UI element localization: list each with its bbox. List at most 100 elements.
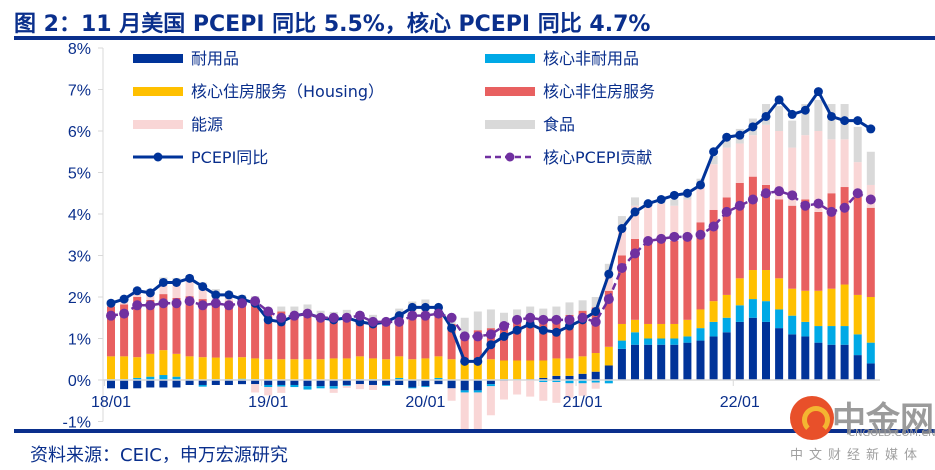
bar-core_nondurables [670,338,679,345]
bar-housing [486,359,495,380]
bar-food [277,306,286,312]
y-tick-label: 0% [68,373,91,390]
bar-core_nondurables [801,321,810,337]
bar-durables [146,380,155,388]
bar-core_nonhousing [473,330,482,360]
bar-durables [486,380,495,385]
point-pcepi [853,116,863,126]
point-pcepi [787,109,797,119]
bar-food [853,126,862,163]
legend-item-core_nonhousing: 核心非住房服务 [485,82,655,101]
point-core [368,316,378,327]
bar-housing [683,319,692,337]
point-core [354,310,365,321]
bar-durables [342,380,351,385]
bar-durables [722,332,731,380]
point-pcepi [263,315,273,325]
point-pcepi [630,207,640,217]
bar-core_nonhousing [696,222,705,310]
bar-energy [853,162,862,196]
bar-durables [421,380,430,387]
bar-energy [486,386,495,416]
bar-core_nondurables [382,384,391,386]
point-pcepi [761,111,771,121]
bar-housing [591,353,600,372]
bar-durables [801,336,810,380]
bar-core_nondurables [146,376,155,380]
legend-item-durables: 耐用品 [133,49,239,68]
bar-housing [434,356,443,378]
point-core [682,231,693,242]
bar-core_nonhousing [172,297,181,354]
point-core [132,300,143,311]
bar-housing [748,270,757,300]
point-core [459,331,470,342]
point-pcepi [158,277,168,287]
point-pcepi [617,224,627,234]
bar-housing [133,357,142,378]
x-tick-label: 20/01 [405,394,445,411]
bar-core_nonhousing [814,211,823,291]
point-pcepi [604,269,614,279]
bar-energy [604,274,613,291]
bar-durables [447,380,456,389]
point-core [407,310,418,321]
bar-core_nonhousing [801,199,810,291]
bar-core_nonhousing [565,314,574,359]
bar-housing [814,290,823,327]
bar-energy [696,187,705,223]
bar-food [290,306,299,312]
bar-food [460,317,469,335]
bar-energy [670,205,679,241]
bar-durables [670,344,679,380]
point-core [184,296,195,307]
bar-core_nonhousing [447,323,456,360]
bar-energy [264,387,273,396]
bar-housing [644,323,653,339]
y-tick-label: 8% [68,41,91,58]
bar-core_nondurables [853,334,862,356]
bar-housing [500,360,508,380]
bar-food [342,309,351,315]
bar-housing [329,358,338,380]
bar-energy [722,147,731,198]
bar-energy [735,143,744,183]
point-pcepi [840,116,850,126]
point-pcepi [486,340,496,350]
bar-energy [814,131,823,212]
bar-durables [211,380,220,385]
bar-durables [591,371,600,380]
bar-housing [342,358,351,380]
bar-housing [801,290,810,322]
bar-core_nonhousing [657,238,666,324]
lines [106,87,876,366]
point-core [223,300,234,311]
bar-durables [434,380,443,385]
point-core [472,331,483,342]
bar-core_nondurables [644,338,653,345]
bar-housing [107,356,115,380]
point-core [485,329,496,340]
bar-core_nonhousing [264,311,273,360]
bar-durables [224,380,233,385]
legend-label: PCEPI同比 [191,148,268,167]
bar-core_nonhousing [709,209,718,302]
bar-core_nonhousing [788,205,797,289]
point-core [603,294,614,305]
bar-food [670,199,679,206]
y-axis: -1% 0% 1% 2% 3% 4% 5% 6% 7% 8% [63,41,104,430]
point-core [328,312,339,323]
bar-core_nonhousing [840,187,849,285]
point-core [446,312,457,323]
bar-core_nondurables [578,380,587,384]
point-core [590,316,601,327]
bar-housing [224,357,233,380]
legend-swatch-durables [133,54,183,63]
x-tick-label: 19/01 [248,394,288,411]
bar-core_nondurables [303,386,312,390]
point-pcepi [735,130,745,140]
point-core [315,312,326,323]
bar-core_nondurables [329,386,338,389]
watermark-name: 中金网 [832,400,934,440]
